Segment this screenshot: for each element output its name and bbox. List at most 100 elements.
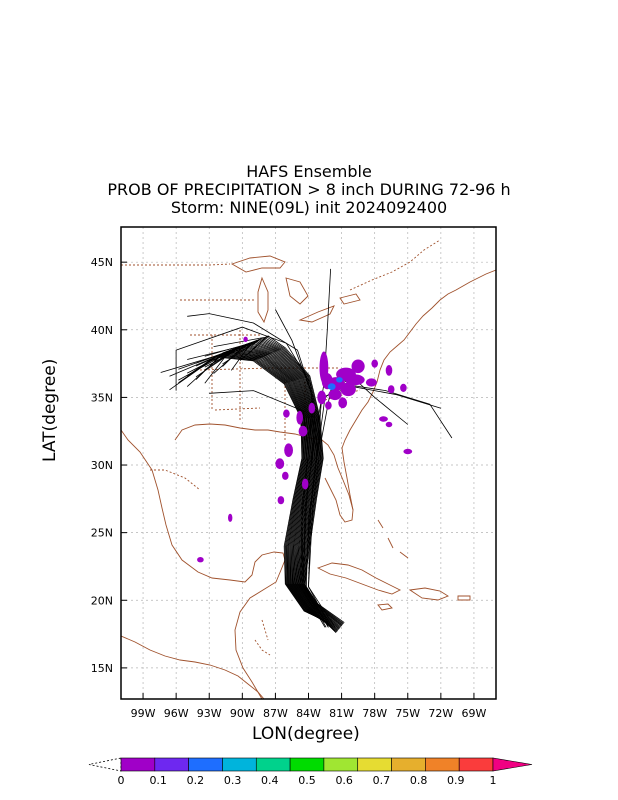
precip-prob-cell — [284, 443, 293, 458]
lon-tick-label: 90W — [230, 707, 255, 720]
precip-prob-cell — [340, 382, 356, 397]
colorbar-tick-label: 0.1 — [149, 774, 167, 787]
precip-prob-cell — [385, 365, 393, 376]
lake-huron — [285, 277, 309, 305]
precip-prob-cell — [298, 425, 308, 437]
colorbar-tick-label: 0.8 — [410, 774, 428, 787]
lat-tick-label: 15N — [91, 662, 113, 675]
lon-tick-label: 81W — [329, 707, 354, 720]
ensemble-track — [231, 338, 343, 626]
ensemble-track — [186, 352, 331, 626]
lat-tick-label: 45N — [91, 256, 113, 269]
colorbar-swatch — [425, 757, 460, 772]
precip-prob-cell — [371, 359, 379, 368]
precip-prob-cell-high — [336, 377, 343, 383]
colorbar-swatch — [289, 757, 325, 772]
lon-tick-label: 87W — [263, 707, 288, 720]
gulf-coastline-north — [174, 423, 354, 523]
colorbar-tick-label: 0.2 — [187, 774, 205, 787]
precip-prob-cell — [317, 390, 327, 405]
ensemble-track — [209, 390, 327, 628]
ensemble-track — [305, 386, 442, 628]
precip-prob-cell — [387, 385, 395, 394]
puerto-rico — [457, 595, 471, 601]
colorbar-swatch — [120, 757, 156, 772]
ensemble-track — [213, 340, 341, 629]
ensemble-track — [178, 348, 334, 631]
ensemble-track — [195, 353, 330, 626]
colorbar-over-arrow — [492, 757, 533, 772]
ensemble-track — [186, 356, 328, 623]
precip-prob-cell — [400, 383, 407, 392]
precip-prob-cell — [277, 496, 285, 505]
lon-tick-label: 72W — [428, 707, 453, 720]
precip-prob-cell — [379, 416, 388, 422]
ensemble-track — [187, 349, 334, 630]
ensemble-track — [248, 336, 344, 624]
precip-prob-cell-high — [327, 383, 336, 390]
colorbar-tick-label: 0.9 — [447, 774, 465, 787]
lat-tick-label: 40N — [91, 324, 113, 337]
colorbar-swatch — [323, 757, 359, 772]
precip-prob-cell — [228, 513, 233, 522]
ensemble-tracks — [160, 268, 453, 633]
lon-tick-label: 99W — [131, 707, 156, 720]
ensemble-track — [308, 376, 409, 628]
colorbar-tick-label: 0.7 — [373, 774, 391, 787]
ensemble-track — [222, 337, 343, 626]
lat-tick-label: 35N — [91, 391, 113, 404]
coastlines-and-borders — [121, 239, 496, 699]
precip-prob-cell — [275, 458, 285, 470]
ensemble-track — [195, 342, 339, 631]
jamaica — [377, 603, 393, 611]
lake-michigan — [257, 276, 269, 324]
precip-prob-cell — [243, 336, 248, 342]
precip-prob-cell — [385, 421, 393, 428]
atlantic-coastline — [341, 269, 496, 511]
ensemble-track — [275, 309, 329, 628]
colorbar-tick-label: 0 — [118, 774, 125, 787]
lon-tick-label: 96W — [164, 707, 189, 720]
colorbar-tick-label: 1 — [490, 774, 497, 787]
precip-prob-cell — [283, 409, 290, 418]
lat-tick-label: 20N — [91, 594, 113, 607]
precip-prob-cell — [338, 397, 348, 409]
cuba — [316, 562, 402, 595]
colorbar-swatch — [222, 757, 257, 772]
precip-prob-cell — [325, 401, 332, 410]
lon-tick-label: 93W — [197, 707, 222, 720]
ensemble-track — [204, 343, 339, 631]
lon-tick-label: 75W — [395, 707, 420, 720]
precip-prob-cell — [282, 471, 289, 480]
title-line-2: PROB OF PRECIPITATION > 8 inch DURING 72… — [107, 180, 511, 199]
colorbar-swatch — [458, 757, 494, 772]
ensemble-track — [222, 341, 340, 629]
ensemble-track — [213, 347, 335, 631]
lake-ontario — [339, 293, 361, 305]
gulf-coastline — [121, 429, 286, 699]
colorbar-swatch — [255, 757, 291, 772]
lon-tick-label: 78W — [362, 707, 387, 720]
colorbar-under-arrow — [88, 757, 122, 772]
colorbar: 0 0.1 0.2 0.3 0.4 0.5 0.6 0.7 0.8 0.9 1 — [88, 757, 533, 787]
ensemble-track — [222, 344, 337, 633]
y-axis-label: LAT(degree) — [40, 358, 60, 462]
ensemble-track — [178, 352, 332, 627]
precip-prob-cell — [365, 378, 377, 387]
colorbar-tick-label: 0.4 — [261, 774, 279, 787]
colorbar-tick-label: 0.5 — [298, 774, 316, 787]
lat-tick-label: 25N — [91, 527, 113, 540]
colorbar-swatch — [154, 757, 189, 772]
ensemble-track — [169, 354, 329, 624]
colorbar-swatch — [391, 757, 426, 772]
colorbar-swatch — [357, 757, 392, 772]
precip-prob-cell — [328, 389, 342, 401]
ensemble-track — [195, 349, 333, 629]
precip-prob-cell — [344, 374, 365, 386]
lon-tick-label: 69W — [462, 707, 487, 720]
bahamas — [377, 519, 409, 559]
precip-prob-cell — [296, 410, 304, 425]
precip-prob-cell — [308, 402, 316, 414]
title-line-1: HAFS Ensemble — [246, 162, 372, 181]
